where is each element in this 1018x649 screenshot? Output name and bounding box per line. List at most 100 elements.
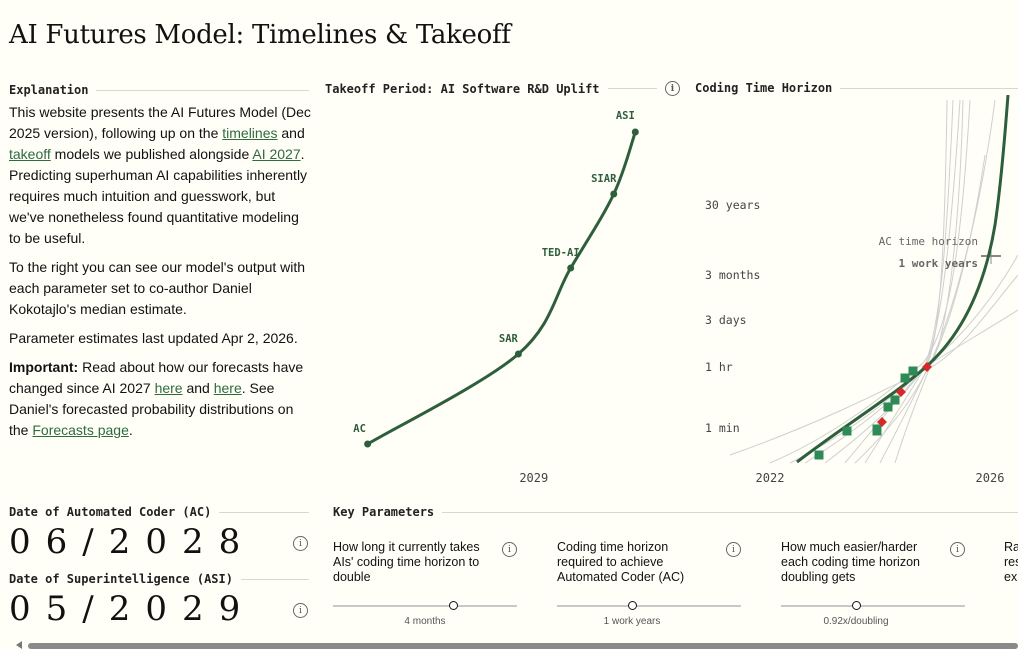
param-doubling-difficulty: How much easier/harder each coding time … <box>781 540 965 627</box>
ac-horizon-value: 1 work years <box>899 257 978 270</box>
simulation-curves <box>729 99 1018 464</box>
y-tick-label: 30 years <box>705 198 760 212</box>
data-point-diamond <box>877 417 887 427</box>
ac-heading: Date of Automated Coder (AC) <box>9 505 309 519</box>
forecasts-page-link[interactable]: Forecasts page <box>32 422 129 438</box>
explanation-paragraph-1: This website presents the AI Futures Mod… <box>9 102 311 249</box>
milestone-point-siar <box>610 190 618 198</box>
param-slider[interactable] <box>557 601 741 610</box>
text: Read about how our forecasts have change… <box>9 359 304 396</box>
text: . See Daniel's forecasted probability di… <box>9 380 294 438</box>
key-parameters-heading-text: Key Parameters <box>333 505 435 519</box>
param-label: How long it currently takes AIs' coding … <box>333 540 480 584</box>
param-ac-horizon: Coding time horizon required to achieve … <box>557 540 741 627</box>
scroll-left-icon[interactable] <box>16 641 22 649</box>
x-tick-label: 2029 <box>519 471 548 485</box>
y-tick-label: 1 min <box>705 421 740 435</box>
slider-handle[interactable] <box>628 601 638 610</box>
asi-label: Date of Superintelligence (ASI) <box>9 572 233 586</box>
milestone-label-ac: AC <box>353 423 366 435</box>
ac-date: 06/2028 <box>9 522 256 562</box>
simulation-curve <box>894 99 964 464</box>
horizontal-scrollbar[interactable] <box>28 643 1018 649</box>
info-icon[interactable]: i <box>293 603 308 618</box>
info-icon[interactable]: i <box>502 542 517 557</box>
milestone-label-ted-ai: TED-AI <box>542 247 580 259</box>
text: . <box>128 422 133 438</box>
simulation-curve <box>789 254 1018 464</box>
data-point-square <box>872 424 882 434</box>
param-doubling-time: How long it currently takes AIs' coding … <box>333 540 517 627</box>
ai2027-link[interactable]: AI 2027 <box>252 146 301 162</box>
data-point-diamond <box>896 387 906 397</box>
text: models we published alongside <box>50 146 253 162</box>
param-slider[interactable] <box>781 601 965 610</box>
takeoff-heading-text: Takeoff Period: AI Software R&D Uplift <box>325 81 600 96</box>
param-slider[interactable] <box>333 601 517 610</box>
horizon-heading: Coding Time Horizon <box>695 81 1018 95</box>
simulation-curve <box>854 154 986 464</box>
asi-heading: Date of Superintelligence (ASI) <box>9 572 309 586</box>
info-icon[interactable]: i <box>950 542 965 557</box>
data-point-square <box>908 366 918 376</box>
y-tick-label: 3 days <box>705 313 747 327</box>
timelines-link[interactable]: timelines <box>222 125 278 141</box>
takeoff-chart: AC SAR TED-AI SIAR ASI 2029 <box>353 110 639 485</box>
simulation-curve <box>844 99 961 464</box>
here-link-1[interactable]: here <box>154 380 183 396</box>
milestone-point-ted-ai <box>567 264 575 272</box>
here-link-2[interactable]: here <box>213 380 242 396</box>
info-icon[interactable]: i <box>293 536 308 551</box>
info-icon[interactable]: i <box>726 542 741 557</box>
horizon-heading-text: Coding Time Horizon <box>695 81 833 95</box>
horizon-chart: AC time horizon 1 work years 30 years 3 mon… <box>705 95 1018 485</box>
milestone-label-asi: ASI <box>616 110 635 122</box>
simulation-curve <box>804 99 954 464</box>
simulation-curve <box>769 99 971 464</box>
median-trajectory-line <box>796 95 1010 464</box>
data-point-square <box>900 373 910 383</box>
y-tick-label: 1 hr <box>705 360 733 374</box>
x-tick-label: 2022 <box>756 471 785 485</box>
milestone-label-sar: SAR <box>499 333 519 345</box>
asi-date: 05/2029 <box>9 589 256 629</box>
param-label: How much easier/harder each coding time … <box>781 540 920 584</box>
simulation-curve <box>879 99 996 464</box>
explanation-text: This website presents the AI Futures Mod… <box>9 102 311 449</box>
takeoff-series-line <box>366 130 637 446</box>
milestone-point-ac <box>364 440 372 448</box>
milestone-label-siar: SIAR <box>591 173 617 185</box>
param-value: 1 work years <box>603 616 661 627</box>
param-value: 0.92x/doubling <box>823 616 889 627</box>
param-truncated: Ra res ex <box>1004 540 1018 585</box>
text: This website presents the AI Futures Mod… <box>9 104 311 141</box>
param-label: Coding time horizon required to achieve … <box>557 540 685 584</box>
data-point-diamond <box>922 362 932 372</box>
key-parameters-heading: Key Parameters <box>333 505 1018 519</box>
data-point-square <box>842 426 852 436</box>
data-point-square <box>890 395 900 405</box>
data-point-square <box>883 402 893 412</box>
milestone-point-asi <box>631 128 639 136</box>
takeoff-heading: Takeoff Period: AI Software R&D Uplift i <box>325 81 680 96</box>
slider-handle[interactable] <box>852 601 862 610</box>
text: and <box>182 380 214 396</box>
simulation-curve <box>864 99 948 464</box>
y-tick-label: 3 months <box>705 268 760 282</box>
param-label: Ra res ex <box>1004 540 1018 584</box>
takeoff-link[interactable]: takeoff <box>9 146 51 162</box>
info-icon[interactable]: i <box>665 81 680 96</box>
text: . Predicting superhuman AI capabilities … <box>9 146 308 246</box>
x-tick-label: 2026 <box>976 471 1005 485</box>
explanation-paragraph-4: Important: Read about how our forecasts … <box>9 357 311 441</box>
text: and <box>277 125 305 141</box>
slider-handle[interactable] <box>448 601 458 610</box>
ac-horizon-label: AC time horizon <box>879 235 978 248</box>
ac-label: Date of Automated Coder (AC) <box>9 505 212 519</box>
explanation-paragraph-3: Parameter estimates last updated Apr 2, … <box>9 330 298 346</box>
explanation-paragraph-2: To the right you can see our model's out… <box>9 259 306 317</box>
milestone-point-sar <box>514 350 522 358</box>
data-point-square <box>814 450 824 460</box>
simulation-curve <box>824 309 1018 464</box>
page-title: AI Futures Model: Timelines & Takeoff <box>9 20 511 50</box>
